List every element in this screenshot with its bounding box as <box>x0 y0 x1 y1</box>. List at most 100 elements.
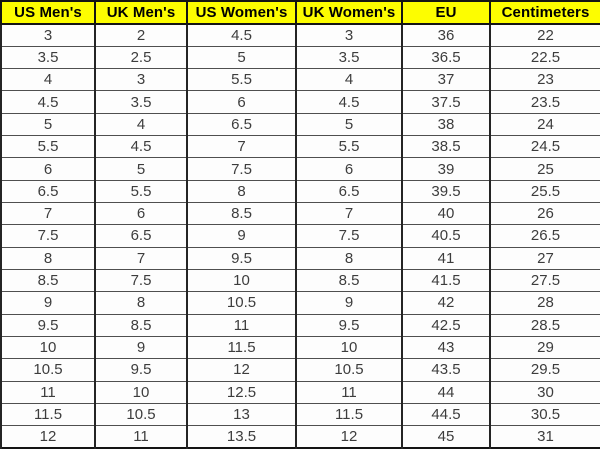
table-row: 9.5 8.5 11 9.5 42.5 28.5 <box>0 313 600 337</box>
table-cell: 3.5 <box>295 45 403 70</box>
table-cell: 12.5 <box>186 380 297 404</box>
table-cell: 27.5 <box>489 268 600 293</box>
table-cell: 36 <box>401 23 491 47</box>
table-cell: 4 <box>0 68 96 92</box>
table-cell: 8.5 <box>186 201 297 226</box>
table-cell: 10 <box>186 268 297 293</box>
table-cell: 4.5 <box>186 23 297 47</box>
table-cell: 10.5 <box>295 358 403 382</box>
table-cell: 8.5 <box>94 313 188 337</box>
table-cell: 7 <box>186 135 297 159</box>
table-cell: 31 <box>489 425 600 449</box>
table-cell: 44.5 <box>401 402 491 427</box>
table-cell: 7.5 <box>186 157 297 181</box>
table-cell: 26.5 <box>489 224 600 248</box>
table-row: 10 9 11.5 10 43 29 <box>0 335 600 360</box>
table-row: 3.5 2.5 5 3.5 36.5 22.5 <box>0 45 600 70</box>
table-cell: 6 <box>0 157 96 181</box>
table-cell: 11 <box>0 380 96 404</box>
table-cell: 9.5 <box>94 358 188 382</box>
table-cell: 43.5 <box>401 358 491 382</box>
table-cell: 8.5 <box>295 268 403 293</box>
table-cell: 3 <box>295 23 403 47</box>
table-cell: 7 <box>94 246 188 270</box>
table-cell: 7.5 <box>295 224 403 248</box>
table-cell: 8.5 <box>0 268 96 293</box>
table-cell: 39 <box>401 157 491 181</box>
table-cell: 6.5 <box>295 179 403 204</box>
column-header: UK Men's <box>94 0 188 25</box>
table-cell: 8 <box>0 246 96 270</box>
table-cell: 6.5 <box>0 179 96 204</box>
table-cell: 10.5 <box>94 402 188 427</box>
table-cell: 6 <box>295 157 403 181</box>
table-cell: 11 <box>94 425 188 449</box>
table-cell: 3.5 <box>94 90 188 114</box>
table-cell: 8 <box>295 246 403 270</box>
table-cell: 11.5 <box>186 335 297 360</box>
table-cell: 11.5 <box>295 402 403 427</box>
table-cell: 9.5 <box>186 246 297 270</box>
table-cell: 10 <box>0 335 96 360</box>
table-cell: 11 <box>186 313 297 337</box>
table-cell: 41.5 <box>401 268 491 293</box>
table-cell: 11 <box>295 380 403 404</box>
table-cell: 5.5 <box>186 68 297 92</box>
table-cell: 9 <box>0 291 96 315</box>
table-cell: 26 <box>489 201 600 226</box>
table-row: 10.5 9.5 12 10.5 43.5 29.5 <box>0 358 600 382</box>
table-cell: 9.5 <box>0 313 96 337</box>
table-body: 3 2 4.5 3 36 22 3.5 2.5 5 3.5 36.5 22.5 4 3 5.5 4 37 23 4.… <box>0 23 600 449</box>
table-cell: 13.5 <box>186 425 297 449</box>
table-cell: 6.5 <box>186 112 297 137</box>
table-cell: 28.5 <box>489 313 600 337</box>
table-cell: 2 <box>94 23 188 47</box>
table-cell: 28 <box>489 291 600 315</box>
table-cell: 29 <box>489 335 600 360</box>
table-cell: 6.5 <box>94 224 188 248</box>
table-row: 8.5 7.5 10 8.5 41.5 27.5 <box>0 268 600 293</box>
table-row: 12 11 13.5 12 45 31 <box>0 425 600 449</box>
table-row: 6.5 5.5 8 6.5 39.5 25.5 <box>0 179 600 204</box>
table-cell: 5 <box>186 45 297 70</box>
table-cell: 12 <box>186 358 297 382</box>
table-cell: 38.5 <box>401 135 491 159</box>
column-header: Centimeters <box>489 0 600 25</box>
table-cell: 37 <box>401 68 491 92</box>
table-cell: 30 <box>489 380 600 404</box>
table-cell: 23.5 <box>489 90 600 114</box>
table-row: 7 6 8.5 7 40 26 <box>0 201 600 226</box>
table-cell: 5.5 <box>0 135 96 159</box>
table-cell: 10.5 <box>0 358 96 382</box>
table-cell: 4 <box>94 112 188 137</box>
column-header: EU <box>401 0 491 25</box>
table-cell: 10 <box>295 335 403 360</box>
table-cell: 10.5 <box>186 291 297 315</box>
table-row: 4.5 3.5 6 4.5 37.5 23.5 <box>0 90 600 114</box>
table-row: 3 2 4.5 3 36 22 <box>0 23 600 47</box>
table-cell: 42.5 <box>401 313 491 337</box>
table-row: 11 10 12.5 11 44 30 <box>0 380 600 404</box>
header-row: US Men's UK Men's US Women's UK Women's EU Ce… <box>0 0 600 25</box>
table-cell: 2.5 <box>94 45 188 70</box>
table-row: 6 5 7.5 6 39 25 <box>0 157 600 181</box>
table-cell: 3 <box>0 23 96 47</box>
table-cell: 37.5 <box>401 90 491 114</box>
table-cell: 24 <box>489 112 600 137</box>
table-row: 4 3 5.5 4 37 23 <box>0 68 600 92</box>
table-cell: 41 <box>401 246 491 270</box>
column-header: US Women's <box>186 0 297 25</box>
table-cell: 12 <box>0 425 96 449</box>
table-row: 9 8 10.5 9 42 28 <box>0 291 600 315</box>
table-cell: 36.5 <box>401 45 491 70</box>
table-cell: 7 <box>0 201 96 226</box>
table-cell: 25.5 <box>489 179 600 204</box>
table-row: 7.5 6.5 9 7.5 40.5 26.5 <box>0 224 600 248</box>
table-row: 11.5 10.5 13 11.5 44.5 30.5 <box>0 402 600 427</box>
table-cell: 3.5 <box>0 45 96 70</box>
table-cell: 44 <box>401 380 491 404</box>
table-cell: 10 <box>94 380 188 404</box>
table-cell: 7.5 <box>0 224 96 248</box>
column-header: UK Women's <box>295 0 403 25</box>
